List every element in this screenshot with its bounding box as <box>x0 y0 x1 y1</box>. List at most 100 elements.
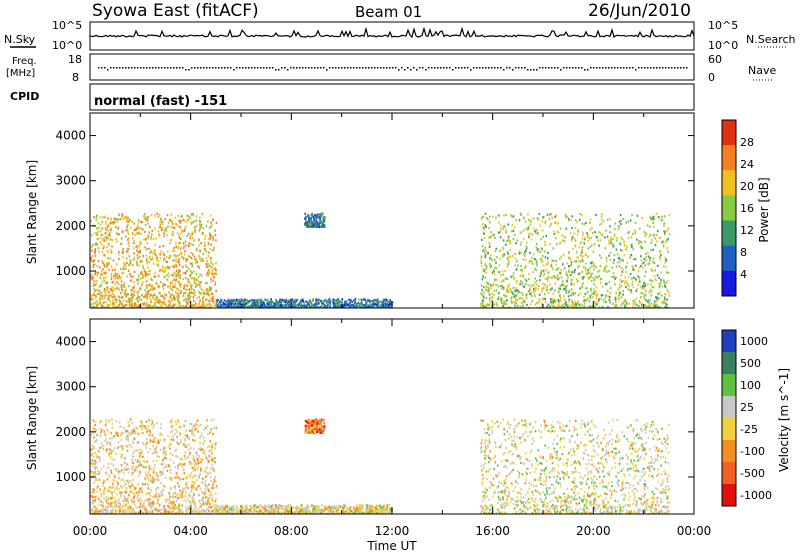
power-cell <box>621 259 623 261</box>
freq-point <box>287 69 289 71</box>
velocity-cell <box>142 432 144 434</box>
power-cell <box>523 286 525 288</box>
power-cell <box>523 300 525 302</box>
freq-point <box>281 67 283 69</box>
freq-point <box>188 69 190 71</box>
power-cell <box>525 249 527 251</box>
power-cell <box>136 261 138 263</box>
velocity-cell <box>179 432 181 434</box>
power-cell <box>641 292 643 294</box>
power-cell <box>665 257 667 259</box>
power-cell <box>102 268 104 270</box>
power-cell <box>542 236 544 238</box>
power-cell <box>158 301 160 303</box>
power-colorbar-swatch <box>722 271 736 297</box>
power-cell <box>506 300 508 302</box>
power-cell <box>514 295 516 297</box>
power-cell <box>496 267 498 269</box>
velocity-cell <box>155 495 157 497</box>
freq-point <box>302 67 304 69</box>
power-cell <box>138 251 140 253</box>
power-cell <box>664 282 666 284</box>
freq-point <box>530 69 532 71</box>
power-cell <box>128 285 130 287</box>
power-cell <box>181 215 183 217</box>
power-cell <box>358 299 360 301</box>
power-cell <box>97 300 99 302</box>
power-cell <box>553 260 555 262</box>
velocity-cell <box>211 452 213 454</box>
power-cell <box>102 262 104 264</box>
velocity-cell <box>198 448 200 450</box>
power-cell <box>542 255 544 257</box>
power-cell <box>503 294 505 296</box>
velocity-cell <box>111 437 113 439</box>
power-cell <box>534 268 536 270</box>
freq-point <box>182 67 184 69</box>
power-cell <box>626 246 628 248</box>
power-cell <box>187 295 189 297</box>
power-cell <box>636 288 638 290</box>
freq-point <box>269 67 271 69</box>
power-cell <box>97 243 99 245</box>
power-cell <box>145 220 147 222</box>
power-cell <box>571 279 573 281</box>
power-cell <box>107 237 109 239</box>
power-cell <box>578 265 580 267</box>
power-cell <box>102 227 104 229</box>
power-cell <box>502 274 504 276</box>
power-cell <box>312 214 314 216</box>
power-cell <box>662 219 664 221</box>
power-cell <box>594 243 596 245</box>
power-cell <box>126 257 128 259</box>
power-cell <box>129 245 131 247</box>
power-cell <box>108 299 110 301</box>
power-cell <box>151 214 153 216</box>
power-cell <box>155 237 157 239</box>
velocity-cell <box>100 435 102 437</box>
freq-point <box>653 67 655 69</box>
power-cell <box>93 216 95 218</box>
power-cell <box>308 302 310 304</box>
power-cell <box>625 248 627 250</box>
power-cell <box>485 264 487 266</box>
velocity-cell <box>127 421 129 423</box>
power-cell <box>645 256 647 258</box>
power-cell <box>198 255 200 257</box>
power-cell <box>567 304 569 306</box>
power-cell <box>166 267 168 269</box>
power-cell <box>154 251 156 253</box>
power-cell <box>657 274 659 276</box>
power-cell <box>232 300 234 302</box>
velocity-cell <box>130 480 132 482</box>
power-cell <box>108 263 110 265</box>
power-cell <box>557 278 559 280</box>
velocity-cell <box>127 435 129 437</box>
power-cell <box>639 266 641 268</box>
power-cell <box>137 254 139 256</box>
power-cell <box>153 287 155 289</box>
power-cell <box>626 301 628 303</box>
power-cell <box>654 269 656 271</box>
power-cell <box>306 223 308 225</box>
power-cell <box>574 271 576 273</box>
power-cell <box>182 305 184 307</box>
power-cell <box>191 221 193 223</box>
power-cell <box>605 295 607 297</box>
power-cell <box>492 216 494 218</box>
velocity-cell <box>210 446 212 448</box>
power-cell <box>585 263 587 265</box>
velocity-cell <box>138 474 140 476</box>
power-cell <box>660 254 662 256</box>
power-cell <box>112 305 114 307</box>
power-cell <box>170 294 172 296</box>
power-cell <box>615 305 617 307</box>
power-cell <box>136 227 138 229</box>
power-cell <box>628 285 630 287</box>
power-cell <box>103 295 105 297</box>
power-cell <box>649 257 651 259</box>
velocity-cell <box>198 425 200 427</box>
power-cell <box>647 252 649 254</box>
power-cell <box>490 258 492 260</box>
freq-point <box>449 67 451 69</box>
